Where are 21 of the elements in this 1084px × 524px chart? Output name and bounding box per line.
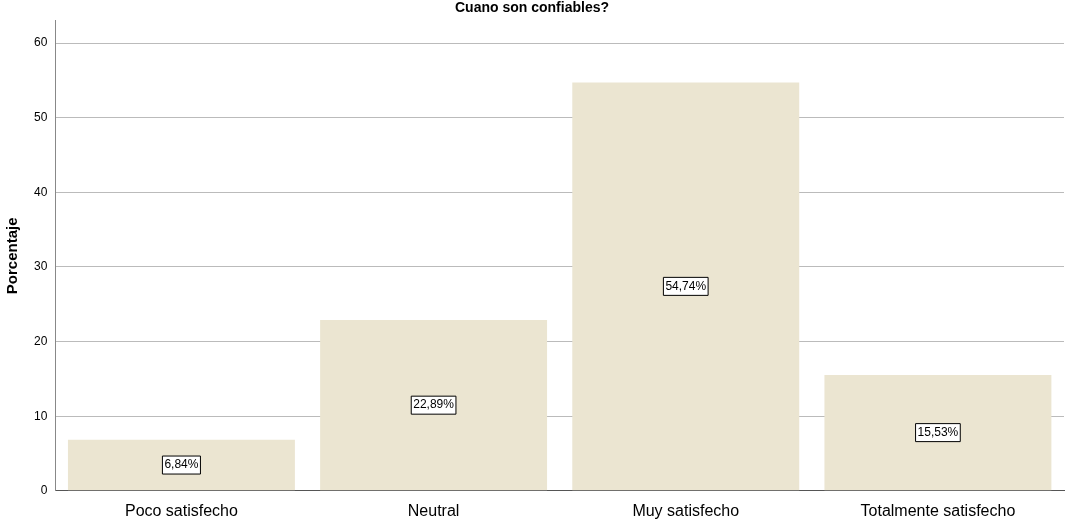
bar (824, 374, 1052, 491)
y-tick-label: 10 (33, 408, 48, 423)
x-tick-label: Neutral (407, 501, 460, 519)
bar (67, 439, 295, 491)
x-tick-label: Totalmente satisfecho (860, 501, 1016, 519)
chart-title: Cuano son confiables? (454, 0, 610, 16)
y-axis-title: Porcentaje (3, 217, 21, 295)
y-tick-label: 50 (33, 110, 48, 125)
data-label: 6,84% (164, 457, 199, 472)
y-tick-label: 0 (40, 483, 48, 498)
data-label: 15,53% (917, 424, 959, 439)
bar (572, 82, 800, 491)
y-tick-label: 60 (33, 35, 48, 50)
data-label: 22,89% (413, 397, 455, 412)
data-label: 54,74% (665, 278, 707, 293)
y-tick-label: 20 (33, 333, 48, 348)
x-tick-label: Muy satisfecho (632, 501, 740, 519)
y-tick-label: 40 (33, 184, 48, 199)
x-tick-label: Poco satisfecho (124, 501, 239, 519)
y-tick-label: 30 (33, 259, 48, 274)
bar (320, 320, 548, 491)
